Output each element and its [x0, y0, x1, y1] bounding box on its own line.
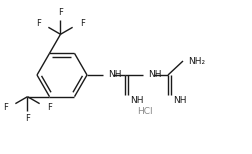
Text: F: F	[80, 19, 85, 28]
Text: F: F	[36, 19, 41, 28]
Text: NH: NH	[172, 95, 186, 105]
Text: NH: NH	[147, 69, 161, 79]
Text: F: F	[3, 103, 8, 112]
Text: F: F	[58, 8, 63, 17]
Text: NH: NH	[108, 69, 121, 79]
Text: NH₂: NH₂	[187, 57, 204, 65]
Text: HCl: HCl	[137, 107, 152, 116]
Text: NH: NH	[130, 95, 143, 105]
Text: F: F	[25, 114, 30, 123]
Text: F: F	[47, 103, 52, 112]
